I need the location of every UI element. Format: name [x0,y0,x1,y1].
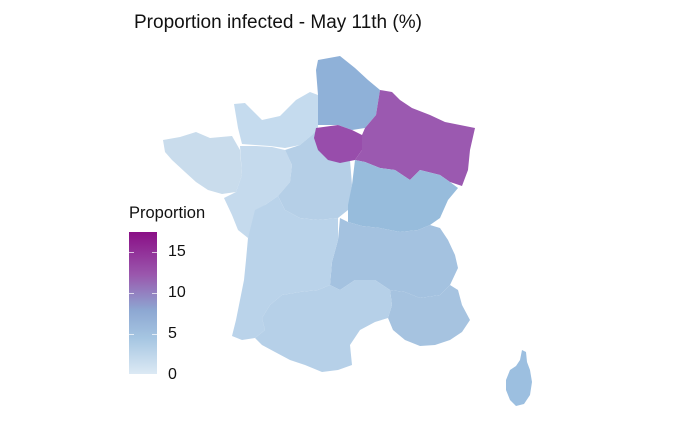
region-pays-de-la-loire [224,146,292,238]
region-nouvelle-aquitaine [232,196,338,340]
legend-label-0: 0 [168,366,177,383]
chart-title: Proportion infected - May 11th (%) [134,12,422,33]
legend-label-5: 5 [168,325,177,342]
legend-tick-15 [129,252,134,253]
legend-title: Proportion [129,204,206,222]
legend-tick-5 [129,334,134,335]
region-bretagne [163,132,242,194]
legend-colorbar [129,232,157,374]
region-normandie [234,92,318,148]
legend-tick-15-right [152,252,157,253]
region-occitanie [255,280,392,372]
region-bourgogne-franche-comte [348,160,458,232]
region-hauts-de-france [316,56,380,130]
legend-tick-10 [129,293,134,294]
region-ile-de-france [314,125,362,163]
legend-tick-10-right [152,293,157,294]
region-paca [388,285,470,346]
region-grand-est [355,90,475,186]
legend-label-10: 10 [168,284,186,301]
legend-tick-5-right [152,334,157,335]
legend-label-15: 15 [168,243,186,260]
region-auvergne-rhone-alpes [330,218,458,298]
region-corse [506,350,532,406]
